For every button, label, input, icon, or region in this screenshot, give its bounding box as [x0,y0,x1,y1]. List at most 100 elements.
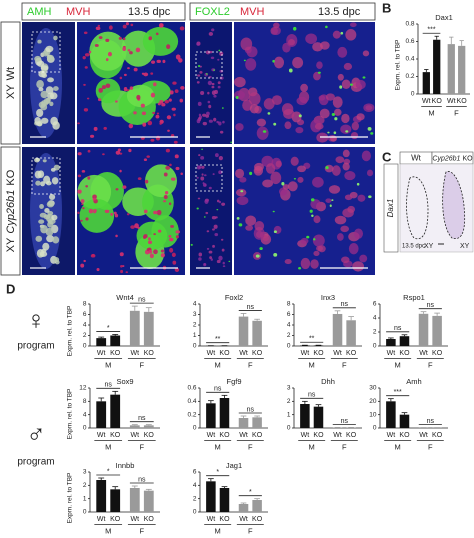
bar [206,403,216,428]
y-tick-label: 20 [369,398,377,405]
tissue-blob [179,98,184,103]
y-tick-label: 12 [79,385,87,392]
tissue-blob [334,108,342,116]
significance-label: ns [138,476,146,483]
y-tick-label: 2 [193,495,197,502]
x-tick-label: KO [399,350,410,357]
chart-title: Dax1 [435,13,453,22]
tissue-blob [101,85,106,90]
group-label: M [309,360,315,369]
y-tick-label: 0 [287,343,291,350]
tissue-blob [128,123,134,129]
tissue-blob [313,71,321,81]
tissue-blob [45,45,54,53]
tissue-blob [325,93,335,101]
tissue-blob [150,92,156,98]
chart-title: Fgf9 [226,377,241,386]
chart-title: Wnt4 [116,293,134,302]
tissue-blob [169,90,174,95]
group-label: F [248,442,253,451]
x-tick-label: KO [346,350,357,357]
tissue-blob [341,79,351,89]
tissue-blob [300,257,311,270]
chart-title: Rspo1 [403,293,425,302]
tissue-blob [201,148,203,151]
bar [433,39,441,94]
tissue-blob [273,22,280,29]
y-tick-label: 2 [83,482,87,489]
y-tick-label: 2 [193,322,197,329]
tissue-blob [152,111,156,115]
tissue-blob [213,69,215,71]
tissue-blob [83,108,89,112]
tissue-blob [313,250,320,257]
tissue-blob [122,185,127,189]
tissue-blob [52,236,60,244]
tissue-blob [311,214,314,217]
group-label: M [215,442,221,451]
group-label: M [105,442,111,451]
tissue-blob [370,132,374,135]
tissue-blob [351,121,359,131]
tissue-blob [207,80,213,86]
tissue-blob [208,119,213,123]
tissue-blob [142,122,147,127]
y-tick-label: 2 [287,398,291,405]
tissue-blob [272,210,275,213]
tissue-blob [205,114,210,118]
tissue-blob [89,31,127,71]
tissue-blob [156,59,162,64]
tissue-blob [296,96,308,106]
tissue-blob [317,71,321,74]
tissue-blob [206,230,210,233]
tissue-blob [222,120,225,124]
tissue-blob [150,72,154,75]
tissue-blob [94,43,99,47]
x-tick-label: Wt [333,350,342,357]
y-axis-label: Expm. rel. to TBP [67,306,74,357]
tissue-blob [104,209,110,213]
tissue-blob [235,123,244,131]
group-label: M [215,526,221,535]
y-tick-label: 6 [287,311,291,318]
tissue-blob [115,100,118,103]
tissue-blob [361,150,371,162]
tissue-blob [211,28,215,32]
bar [399,336,410,346]
tissue-blob [44,208,50,213]
tissue-blob [205,211,209,215]
group-label: M [105,360,111,369]
tissue-blob [245,225,254,231]
tissue-blob [119,76,123,80]
bar [219,488,230,512]
significance-label: ns [341,418,349,425]
tissue-blob [190,243,193,246]
x-tick-label: KO [313,350,324,357]
tissue-blob [214,233,219,237]
tissue-blob [256,118,267,127]
tissue-blob [221,248,225,252]
tissue-blob [179,26,185,31]
tissue-blob [168,98,172,102]
significance-label: ** [309,336,315,343]
stage-label: 13.5 dpc [318,6,361,18]
tissue-blob [342,149,350,158]
tissue-blob [97,24,101,27]
x-tick-label: Wt [131,350,140,357]
tissue-blob [270,171,282,185]
tissue-blob [197,197,201,200]
tissue-blob [172,81,177,85]
tissue-blob [262,130,267,133]
tissue-blob [120,265,123,268]
tissue-blob [42,242,50,251]
tissue-blob [245,215,257,226]
tissue-blob [81,203,84,206]
y-tick-label: 0 [287,425,291,432]
tissue-blob [40,117,49,124]
tissue-blob [170,177,176,181]
tissue-blob [309,209,313,213]
tissue-blob [263,98,275,110]
tissue-blob [107,51,112,57]
tissue-blob [236,216,240,220]
tissue-blob [245,58,257,71]
